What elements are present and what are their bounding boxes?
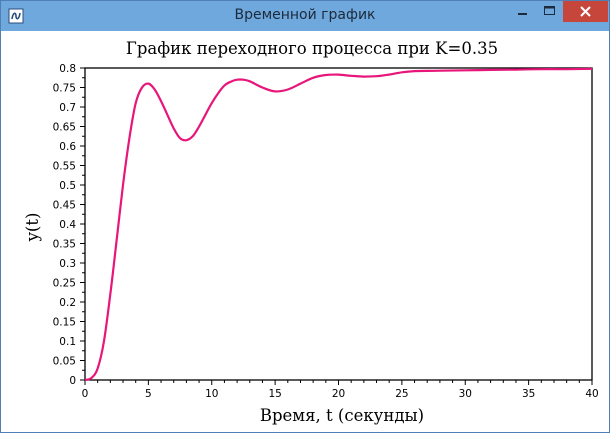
y-tick-label: 0.45 [53, 200, 76, 212]
x-tick-label: 0 [82, 388, 89, 400]
y-tick-label: 0.25 [53, 278, 76, 290]
x-tick-label: 5 [145, 388, 152, 400]
y-tick-label: 0.5 [59, 180, 76, 192]
app-icon[interactable] [8, 8, 24, 24]
y-tick-label: 0.75 [53, 83, 76, 95]
x-tick-label: 35 [522, 388, 535, 400]
x-tick-label: 10 [205, 388, 218, 400]
y-tick-label: 0.35 [53, 239, 76, 251]
x-tick-label: 25 [395, 388, 408, 400]
plot-axes [84, 67, 593, 381]
plot-frame [84, 67, 593, 381]
y-axis-ticks: 0 0.05 0.1 0.15 0.2 0.25 0.3 0.35 0.4 0.45 0.5 0.55… [53, 63, 85, 387]
x-tick-label: 20 [332, 388, 345, 400]
title-bar[interactable]: Временной график [1, 1, 609, 31]
series-line [84, 67, 593, 382]
x-tick-label: 30 [459, 388, 472, 400]
maximize-button[interactable] [536, 1, 563, 22]
y-tick-label: 0.8 [59, 63, 76, 75]
x-axis-label: Время, t (секунды) [260, 406, 424, 425]
y-tick-label: 0.15 [53, 317, 76, 329]
y-tick-label: 0.4 [59, 219, 76, 231]
y-tick-label: 0.7 [59, 102, 76, 114]
y-tick-label: 0.55 [53, 161, 76, 173]
chart-title: График переходного процесса при K=0.35 [126, 39, 498, 58]
y-tick-label: 0.6 [59, 141, 76, 153]
maximize-icon [544, 6, 555, 15]
chart-area: График переходного процесса при K=0.35 0… [8, 31, 602, 427]
close-icon [580, 6, 591, 17]
y-tick-label: 0.65 [53, 122, 76, 134]
y-tick-label: 0.3 [59, 258, 76, 270]
x-tick-label: 15 [268, 388, 281, 400]
y-tick-label: 0.05 [53, 356, 76, 368]
minimize-icon [518, 13, 527, 15]
y-axis-label: y(t) [23, 213, 42, 243]
x-axis-ticks: 0 5 10 15 20 25 30 35 40 [82, 380, 599, 400]
y-tick-label: 0.1 [59, 336, 76, 348]
y-tick-label: 0 [69, 375, 76, 387]
line-chart: График переходного процесса при K=0.35 0… [23, 39, 599, 425]
minimize-button[interactable] [509, 1, 536, 22]
window-title: Временной график [234, 7, 376, 23]
close-button[interactable] [563, 1, 608, 22]
y-tick-label: 0.2 [59, 297, 76, 309]
x-tick-label: 40 [585, 388, 598, 400]
